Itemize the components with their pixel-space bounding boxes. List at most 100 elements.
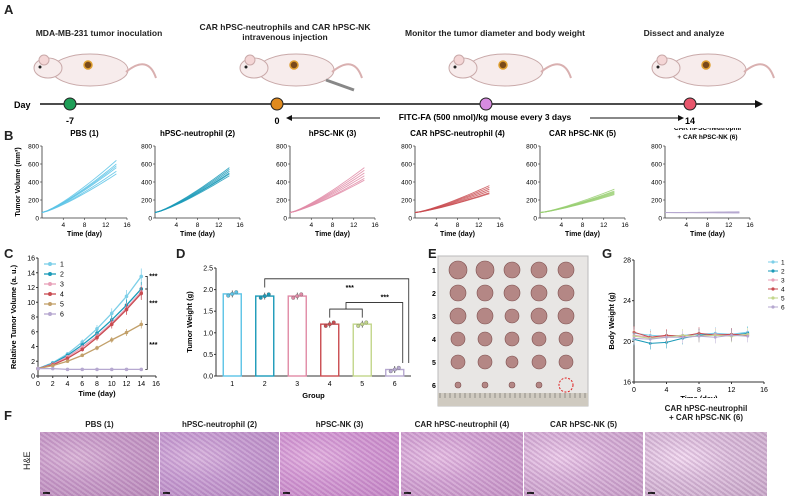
x-tick-label: 12 [725,222,733,229]
series-line-2 [41,163,117,214]
x-tick-label: 0 [36,381,40,388]
y-tick-label: 12 [27,285,35,292]
y-tick-label: 1.0 [203,330,213,337]
timeline-arrowhead [755,100,763,108]
scale-bar [43,492,50,494]
dosing-arrow-left [286,115,292,121]
x-axis-label: Time (day) [680,394,718,398]
data-point [50,363,55,368]
data-point [95,335,99,340]
significance-label: *** [346,285,354,292]
x-tick-label: 2 [51,381,55,388]
panel-b-letter: B [4,128,14,143]
significance-bracket [145,288,148,325]
x-tick-label: 10 [108,381,116,388]
timeline-svg: Day -7 0 14 FITC-FA (500 nmol)/kg mouse ev… [14,53,775,125]
x-tick-label: 12 [728,387,736,394]
data-point [139,322,144,327]
timeline-day-2: 0 [274,116,279,125]
data-point [681,335,685,339]
significance-bracket [264,278,410,364]
x-tick-label: 16 [496,222,504,229]
row-label-2: 2 [432,291,436,298]
tumor-specimen [531,331,547,347]
y-tick-label: 400 [141,180,152,187]
mouse-illustration-2 [239,53,363,92]
mouse-eye [656,65,660,69]
significance-bracket [145,276,148,290]
panel-a-letter: A [4,2,14,17]
x-tick-label: 8 [331,222,335,229]
y-tick-label: 0.0 [203,374,213,381]
tumor-specimen [558,354,574,370]
y-tick-label: 600 [141,162,152,169]
data-point [746,334,750,338]
x-tick-label: 4 [309,222,313,229]
day-label: Day [14,100,31,110]
significance-bracket [145,323,148,370]
row-label-1: 1 [432,268,436,275]
legend-marker [771,296,775,300]
data-point [95,367,99,372]
y-tick-label: 200 [276,198,287,205]
series-line-2 [414,186,490,214]
y-tick-label: 4 [31,344,35,351]
panel-d-svg: 0.0 0.5 1.0 1.5 2.0 2.5 Group Tumor Weight (g) 1… [185,266,411,400]
x-tick-label: 8 [697,387,701,394]
data-dot [295,294,300,299]
mouse-ear [453,54,465,66]
bar-2 [255,295,275,377]
scale-bar [163,492,170,494]
y-axis-label: Tumor Weight (g) [185,291,194,353]
y-tick-label: 200 [651,198,662,205]
mouse-body [257,53,335,87]
tumor-specimen [558,331,574,347]
timeline-dot-4 [683,97,697,111]
series-line-1 [289,167,365,214]
x-tick-label: 4 [328,381,332,388]
data-dot [331,320,336,325]
data-dot [356,323,361,328]
y-tick-label: 400 [651,180,662,187]
tumor-marker [701,60,711,70]
x-tick-label: 5 [360,381,364,388]
series-line-6 [414,193,490,214]
x-tick-label: 4 [66,381,70,388]
data-point [124,367,129,372]
y-tick-label: 800 [401,144,412,151]
legend-label-6: 6 [781,305,785,312]
x-tick-label: 8 [581,222,585,229]
x-axis-label: Time (day) [67,231,102,238]
tumor-specimen [450,354,466,370]
y-tick-label: 0 [283,216,287,223]
tumor-specimen [505,355,519,369]
data-point [665,335,668,339]
y-tick-label: 24 [623,298,631,305]
scale-bar [527,492,534,494]
mouse-body [51,53,129,87]
x-tick-label: 3 [295,381,299,388]
x-tick-label: 4 [559,222,563,229]
photo-background [437,255,589,407]
mouse-illustration-4 [651,53,775,87]
panel-b-title-6: + CAR hPSC-NK (6) [677,134,737,141]
series-line-1 [539,188,615,214]
data-dot [323,323,328,328]
y-tick-label: 200 [526,198,537,205]
panel-e-letter: E [428,246,437,261]
mouse-eye [453,65,457,69]
panel-g-letter: G [602,246,613,261]
tumor-specimen [508,381,516,389]
legend-label-3: 3 [781,278,785,285]
y-tick-label: 20 [623,339,631,346]
data-point [139,367,144,372]
series-line-2 [539,190,615,214]
data-point [139,274,144,279]
tumor-specimen [477,354,493,370]
legend-label-5: 5 [781,296,785,303]
y-tick-label: 400 [401,180,412,187]
tumor-specimen [531,354,547,370]
data-point [80,353,85,358]
data-point [124,307,129,312]
